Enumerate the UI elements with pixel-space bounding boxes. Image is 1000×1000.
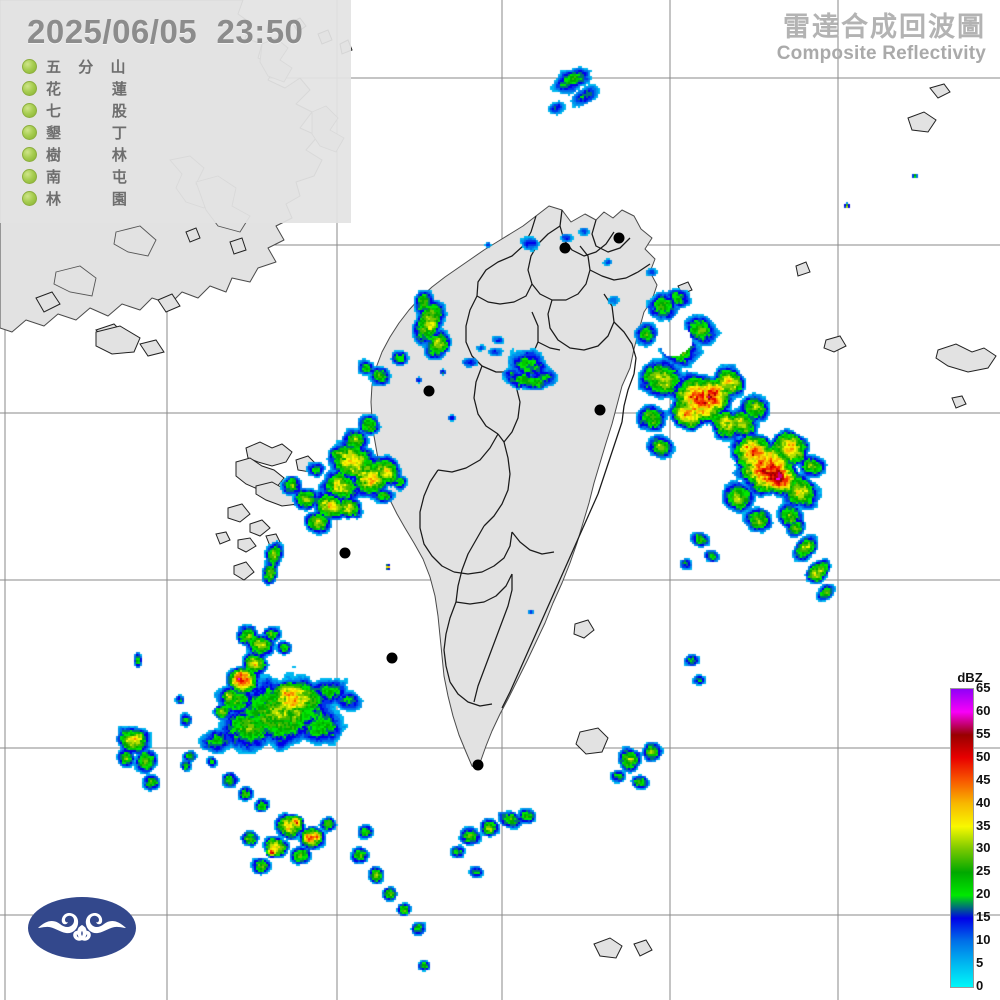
title-english: Composite Reflectivity xyxy=(776,43,986,65)
station-status-indicator-icon xyxy=(22,190,37,206)
legend-tick-50: 50 xyxy=(976,748,991,764)
station-name-label: 花 蓮 xyxy=(46,79,133,98)
station-name-label: 林 園 xyxy=(46,189,133,208)
logo-wave-glyph-4 xyxy=(77,925,91,941)
timestamp-label: 2025/06/05 23:50 xyxy=(27,13,304,50)
cwa-logo xyxy=(28,897,136,959)
station-status-indicator-icon xyxy=(22,80,37,96)
legend-tick-65: 65 xyxy=(976,680,991,695)
radar-station-item[interactable]: 南 屯 xyxy=(22,165,152,187)
legend-tick-40: 40 xyxy=(976,794,991,810)
station-name-label: 五 分 山 xyxy=(46,57,132,76)
station-status-indicator-icon xyxy=(22,146,37,162)
legend-tick-25: 25 xyxy=(976,863,991,879)
station-name-label: 七 股 xyxy=(46,101,133,120)
station-status-indicator-icon xyxy=(22,124,37,140)
radar-station-item[interactable]: 樹 林 xyxy=(22,143,152,165)
station-name-label: 南 屯 xyxy=(46,167,133,186)
logo-wave-glyph xyxy=(38,913,79,934)
legend-tick-60: 60 xyxy=(976,702,991,718)
legend-tick-20: 20 xyxy=(976,886,991,902)
radar-station-item[interactable]: 花 蓮 xyxy=(22,77,152,99)
station-status-indicator-icon xyxy=(22,58,37,74)
radar-station-item[interactable]: 墾 丁 xyxy=(22,121,152,143)
legend-color-bar xyxy=(950,688,974,988)
legend-tick-30: 30 xyxy=(976,840,991,856)
info-panel: 2025/06/05 23:50 五 分 山花 蓮七 股墾 丁樹 林南 屯林 園 xyxy=(0,0,351,223)
station-status-indicator-icon xyxy=(22,168,37,184)
title-chinese: 雷達合成回波圖 xyxy=(783,12,986,43)
station-name-label: 樹 林 xyxy=(46,145,133,164)
radar-station-item[interactable]: 林 園 xyxy=(22,187,152,209)
legend-tick-10: 10 xyxy=(976,932,991,948)
radar-station-list: 五 分 山花 蓮七 股墾 丁樹 林南 屯林 園 xyxy=(22,55,152,209)
station-status-indicator-icon xyxy=(22,102,37,118)
legend-tick-55: 55 xyxy=(976,725,991,741)
dbz-color-legend: dBZ 65 60 55 50 45 40 35 30 25 20 15 10 5 0 xyxy=(944,670,1000,995)
radar-station-item[interactable]: 五 分 山 xyxy=(22,55,152,77)
legend-tick-5: 5 xyxy=(976,955,984,971)
station-name-label: 墾 丁 xyxy=(46,123,133,142)
legend-tick-35: 35 xyxy=(976,817,991,833)
radar-station-item[interactable]: 七 股 xyxy=(22,99,152,121)
logo-wave-glyph-2 xyxy=(85,913,126,934)
legend-tick-15: 15 xyxy=(976,909,991,925)
legend-tick-45: 45 xyxy=(976,771,991,787)
legend-unit-label: dBZ xyxy=(957,670,983,685)
legend-tick-0: 0 xyxy=(976,978,984,993)
title-block: 雷達合成回波圖 Composite Reflectivity xyxy=(776,12,986,65)
